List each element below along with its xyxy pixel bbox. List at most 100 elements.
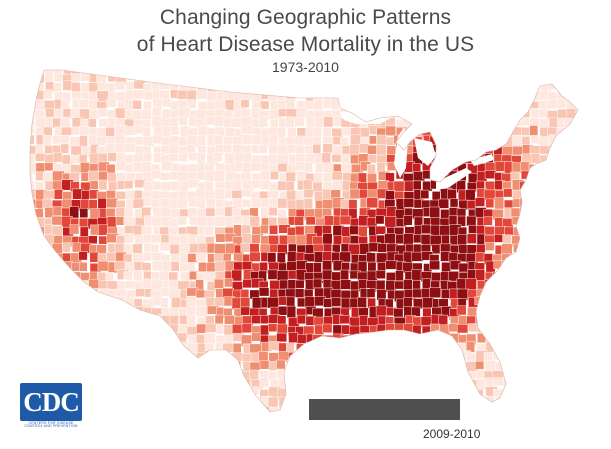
county-cell bbox=[160, 416, 169, 428]
county-cell bbox=[413, 82, 426, 93]
county-cell bbox=[89, 305, 102, 317]
county-cell bbox=[30, 269, 38, 279]
county-cell bbox=[52, 352, 64, 364]
county-cell bbox=[456, 305, 467, 316]
county-cell bbox=[493, 145, 504, 157]
county-cell bbox=[348, 100, 360, 113]
county-cell bbox=[555, 305, 568, 318]
county-cell bbox=[485, 92, 497, 104]
county-cell bbox=[152, 334, 164, 346]
county-cell bbox=[431, 162, 442, 175]
county-cell bbox=[584, 216, 592, 227]
county-cell bbox=[80, 352, 90, 362]
county-cell bbox=[61, 324, 72, 335]
county-cell bbox=[322, 127, 332, 138]
county-cell bbox=[178, 153, 188, 163]
county-cell bbox=[393, 226, 405, 236]
county-cell bbox=[30, 279, 36, 291]
county-cell bbox=[159, 206, 172, 218]
county-cell bbox=[214, 170, 225, 182]
county-cell bbox=[539, 162, 551, 174]
county-cell bbox=[30, 226, 35, 238]
county-cell bbox=[286, 377, 297, 387]
county-cell bbox=[45, 260, 55, 272]
county-cell bbox=[411, 361, 423, 372]
county-cell bbox=[177, 216, 188, 226]
county-cell bbox=[196, 352, 208, 361]
county-cell bbox=[547, 287, 559, 298]
county-cell bbox=[312, 278, 323, 289]
county-cell bbox=[511, 369, 522, 379]
county-cell bbox=[447, 342, 460, 353]
county-cell bbox=[431, 244, 441, 255]
county-cell bbox=[438, 298, 449, 308]
county-cell bbox=[34, 350, 43, 360]
county-cell bbox=[521, 378, 531, 390]
county-cell bbox=[44, 253, 56, 265]
county-cell bbox=[189, 396, 199, 409]
county-cell bbox=[429, 287, 442, 298]
county-cell bbox=[558, 208, 569, 218]
county-cell bbox=[350, 90, 361, 101]
county-cell bbox=[522, 70, 533, 76]
county-cell bbox=[213, 362, 223, 374]
county-cell bbox=[529, 188, 541, 199]
county-cell bbox=[456, 368, 468, 379]
county-cell bbox=[340, 163, 353, 174]
county-cell bbox=[186, 306, 196, 316]
county-cell bbox=[30, 243, 35, 255]
county-cell bbox=[159, 242, 171, 252]
county-cell bbox=[502, 234, 512, 245]
county-cell bbox=[60, 116, 71, 128]
county-cell bbox=[573, 126, 578, 137]
county-cell bbox=[357, 307, 369, 317]
county-cell bbox=[403, 279, 413, 290]
county-cell bbox=[475, 134, 488, 146]
county-cell bbox=[520, 262, 530, 274]
county-cell bbox=[358, 109, 370, 118]
county-cell bbox=[564, 163, 574, 174]
county-cell bbox=[159, 334, 173, 346]
county-cell bbox=[531, 207, 542, 218]
county-cell bbox=[259, 360, 270, 370]
county-cell bbox=[123, 180, 134, 189]
county-cell bbox=[330, 379, 341, 389]
county-cell bbox=[288, 332, 299, 343]
county-cell bbox=[501, 269, 514, 281]
county-cell bbox=[494, 297, 507, 309]
county-cell bbox=[61, 270, 72, 280]
county-cell bbox=[88, 350, 101, 363]
county-cell bbox=[51, 287, 62, 297]
county-cell bbox=[393, 180, 405, 192]
county-cell bbox=[511, 270, 523, 283]
county-cell bbox=[376, 90, 387, 103]
county-cell bbox=[240, 81, 253, 91]
county-cell bbox=[258, 82, 269, 94]
county-cell bbox=[249, 397, 259, 409]
county-cell bbox=[420, 189, 430, 199]
county-cell bbox=[214, 278, 225, 289]
county-cell bbox=[376, 98, 389, 109]
county-cell bbox=[447, 351, 457, 362]
county-cell bbox=[115, 216, 125, 226]
county-cell bbox=[132, 368, 144, 378]
county-cell bbox=[529, 224, 540, 235]
county-cell bbox=[187, 99, 197, 109]
county-cell bbox=[566, 245, 577, 256]
county-cell bbox=[566, 80, 578, 90]
county-cell bbox=[538, 315, 548, 328]
county-cell bbox=[529, 397, 539, 407]
county-cell bbox=[205, 380, 217, 393]
county-cell bbox=[340, 71, 353, 84]
county-cell bbox=[97, 405, 110, 412]
county-cell bbox=[268, 341, 280, 351]
county-cell bbox=[285, 171, 296, 182]
county-cell bbox=[492, 308, 506, 318]
county-cell bbox=[321, 370, 331, 379]
county-cell bbox=[321, 152, 331, 164]
county-cell bbox=[62, 307, 72, 320]
county-cell bbox=[30, 171, 34, 181]
county-cell bbox=[484, 279, 494, 291]
county-cell bbox=[493, 108, 503, 121]
county-cell bbox=[501, 261, 514, 271]
